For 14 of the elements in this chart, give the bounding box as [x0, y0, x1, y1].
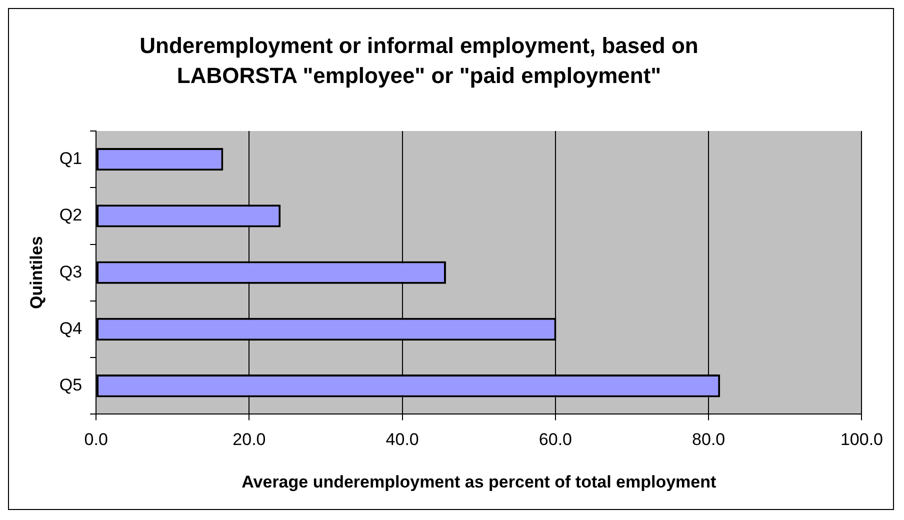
- y-axis-title: Quintiles: [26, 236, 46, 309]
- chart-title: Underemployment or informal employment, based on LABORSTA "employee" or "paid employment": [139, 32, 699, 90]
- y-tick-label: Q1: [59, 149, 82, 168]
- y-tick-label: Q2: [59, 206, 82, 225]
- x-tick-label: 60.0: [538, 430, 572, 450]
- y-tick-label: Q3: [59, 262, 82, 282]
- x-tick-label: 100.0: [840, 430, 884, 450]
- x-tick-label: 80.0: [692, 430, 726, 450]
- x-tick-label: 40.0: [386, 430, 419, 450]
- y-tick-label: Q4: [59, 318, 82, 338]
- x-axis-title: Average underemployment as percent of total employment: [242, 472, 717, 492]
- x-tick-label: 0.0: [84, 430, 108, 450]
- x-tick-label: 20.0: [232, 430, 266, 450]
- y-tick-label: Q5: [59, 376, 82, 395]
